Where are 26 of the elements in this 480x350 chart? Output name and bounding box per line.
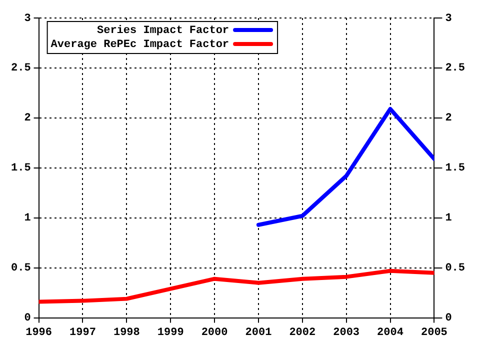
y2-tick-label: 0 (445, 312, 452, 325)
y2-tick-label: 3 (445, 12, 452, 25)
x-tick-label: 2000 (201, 327, 228, 340)
y-tick-label: 3 (24, 12, 32, 25)
x-tick-label: 1997 (70, 327, 96, 340)
y2-tick-label: 1.5 (445, 162, 466, 175)
legend-label: Series Impact Factor (97, 24, 230, 37)
x-tick-label: 2003 (333, 327, 360, 340)
x-tick-label: 2002 (289, 327, 316, 340)
x-tick-label: 1998 (113, 327, 140, 340)
y2-tick-label: 1 (445, 212, 452, 225)
y2-tick-label: 2 (445, 112, 452, 125)
y2-tick-label: 2.5 (445, 62, 466, 75)
x-tick-label: 1996 (26, 327, 52, 340)
x-tick-label: 2004 (377, 327, 404, 340)
y2-tick-label: 0.5 (445, 262, 466, 275)
y-tick-label: 0.5 (10, 262, 32, 275)
y-tick-label: 0 (24, 312, 31, 325)
y-tick-label: 2.5 (10, 62, 32, 75)
legend-label: Average RePEc Impact Factor (50, 38, 230, 51)
x-tick-label: 2001 (245, 327, 272, 340)
y-tick-label: 1.5 (10, 162, 32, 175)
x-tick-label: 1999 (157, 327, 184, 340)
y-tick-label: 1 (24, 212, 32, 225)
y-tick-label: 2 (24, 112, 31, 125)
x-tick-label: 2005 (420, 327, 448, 340)
